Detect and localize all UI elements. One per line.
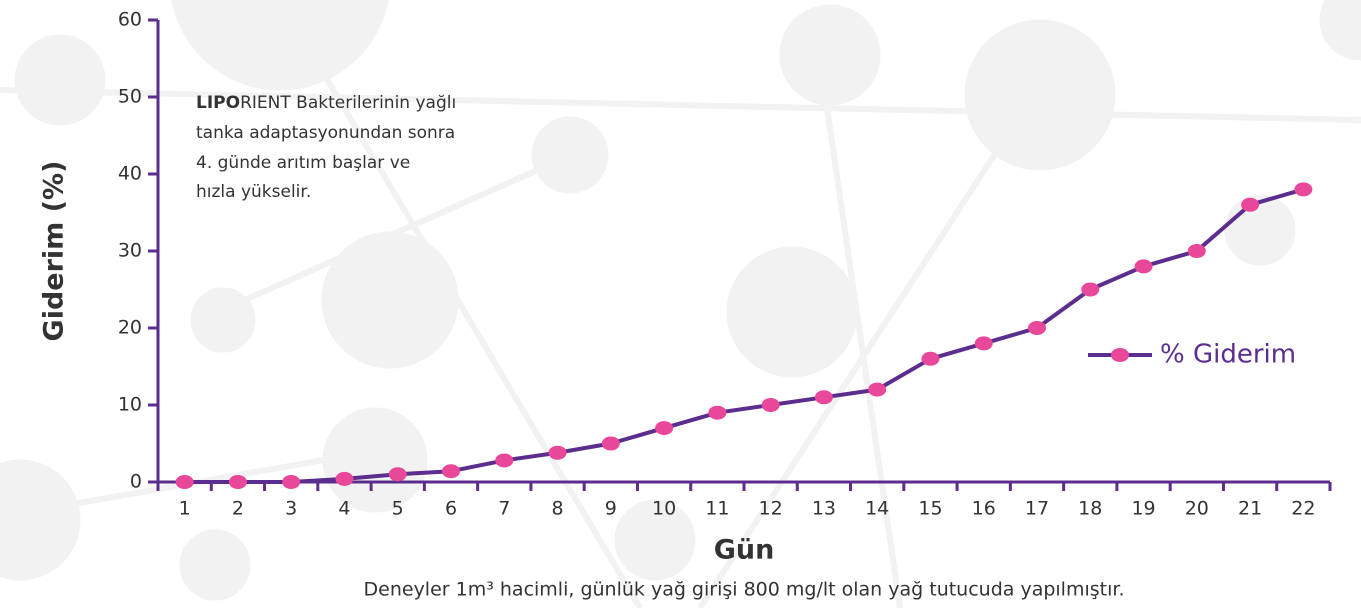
point-marker [655,421,673,435]
y-axis-title: Giderim (%) [39,161,70,342]
y-tick-label: 0 [130,471,142,493]
x-tick-label: 8 [551,498,563,520]
annotation-line: 4. günde arıtım başlar ve [196,153,410,173]
point-marker [975,336,993,350]
x-tick-label: 4 [338,498,350,520]
point-marker [1135,259,1153,273]
x-tick-label: 13 [812,498,836,520]
x-tick-label: 21 [1238,498,1262,520]
x-tick-label: 20 [1185,498,1209,520]
point-marker [389,467,407,481]
legend-label: % Giderim [1160,340,1296,370]
point-marker [1028,321,1046,335]
x-axis-title: Gün [714,535,775,566]
point-marker [762,398,780,412]
x-tick-label: 6 [445,498,457,520]
chart: Giderim (%) Gün Deneyler 1m³ hacimli, gü… [0,0,1361,608]
point-marker [442,464,460,478]
annotation-line: tanka adaptasyonundan sonra [196,123,455,143]
point-marker [176,475,194,489]
point-marker [1294,182,1312,196]
y-tick-label: 10 [118,394,142,416]
x-tick-label: 7 [498,498,510,520]
background-decoration [0,0,1361,608]
annotation-bold: LIPO [196,93,240,113]
x-tick-label: 3 [285,498,297,520]
x-tick-label: 17 [1025,498,1049,520]
annotation-line: RIENT Bakterilerinin yağlı [240,93,456,113]
x-tick-label: 10 [652,498,676,520]
x-tick-label: 19 [1131,498,1155,520]
point-marker [815,390,833,404]
x-tick-label: 9 [605,498,617,520]
annotation-line: hızla yükselir. [196,182,311,202]
point-marker [1081,283,1099,297]
footnote: Deneyler 1m³ hacimli, günlük yağ girişi … [364,579,1125,601]
point-marker [1188,244,1206,258]
point-marker [1241,198,1259,212]
y-tick-label: 20 [118,317,142,339]
legend-marker [1111,348,1129,362]
x-tick-label: 16 [972,498,996,520]
point-marker [708,406,726,420]
x-tick-label: 18 [1078,498,1102,520]
x-tick-label: 14 [865,498,889,520]
y-tick-label: 50 [118,86,142,108]
x-tick-label: 1 [179,498,191,520]
point-marker [549,446,567,460]
point-marker [495,453,513,467]
point-marker [282,475,300,489]
point-marker [335,472,353,486]
point-marker [921,352,939,366]
x-tick-label: 11 [705,498,729,520]
y-tick-label: 30 [118,240,142,262]
y-tick-label: 40 [118,163,142,185]
point-marker [868,383,886,397]
annotation: LIPORIENT Bakterilerinin yağlı [196,93,456,113]
x-tick-label: 5 [392,498,404,520]
point-marker [602,437,620,451]
x-tick-label: 2 [232,498,244,520]
x-tick-label: 22 [1291,498,1315,520]
x-tick-label: 12 [759,498,783,520]
y-tick-label: 60 [118,9,142,31]
x-tick-label: 15 [918,498,942,520]
point-marker [229,475,247,489]
